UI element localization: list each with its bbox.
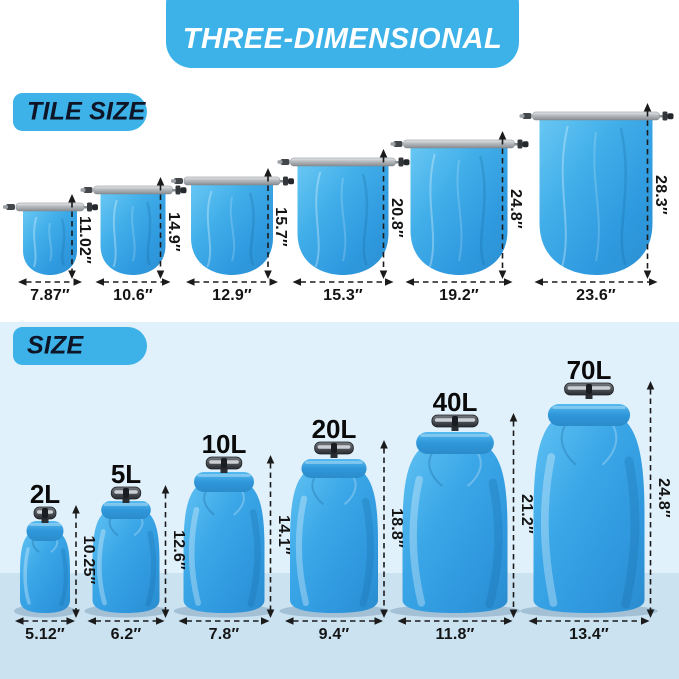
roll-strip xyxy=(403,139,515,149)
left-clip xyxy=(83,187,93,193)
right-buckle xyxy=(175,185,181,195)
flat-bag-6-width-label: 23.6″ xyxy=(576,287,616,304)
right-buckle xyxy=(517,139,523,149)
right-buckle xyxy=(283,176,288,186)
flat-bag-2-height-label: 14.9″ xyxy=(164,211,182,252)
page-title: THREE-DIMENSIONAL xyxy=(182,23,503,55)
flat-bag-4-width-label: 15.3″ xyxy=(323,287,363,304)
flat-bag-5-height-label: 24.8″ xyxy=(506,188,524,229)
dry-bag-4-height-label: 18.8″ xyxy=(388,507,405,548)
dry-bag-5-volume-label: 40L xyxy=(432,387,478,417)
flat-bag-1-width-label: 7.87″ xyxy=(30,287,70,304)
dry-bag-6 xyxy=(520,381,658,625)
flat-bag-3-width-label: 12.9″ xyxy=(212,287,252,304)
dry-bag-5 xyxy=(389,413,521,625)
flat-bag-5-width-label: 19.2″ xyxy=(439,287,479,304)
dry-bag-6-volume-label: 70L xyxy=(566,355,612,385)
dry-bag-2 xyxy=(84,485,170,625)
tile-size-section-label: TILE SIZE xyxy=(13,93,147,131)
dry-bag-3-width-label: 7.8″ xyxy=(208,626,240,643)
left-clip xyxy=(522,113,532,119)
rolled-top xyxy=(194,472,254,492)
roll-strip xyxy=(532,111,660,121)
left-clip xyxy=(174,178,183,184)
size-section-label: SIZE xyxy=(13,327,147,365)
tile-size-label-text: TILE SIZE xyxy=(27,97,146,126)
dry-bag-5-width-label: 11.8″ xyxy=(435,626,475,643)
rolled-top xyxy=(101,501,151,519)
dry-bag-1-width-label: 5.12″ xyxy=(25,626,65,643)
dry-bag-1-volume-label: 2L xyxy=(29,479,61,509)
dry-bag-2-volume-label: 5L xyxy=(110,459,142,489)
flat-bag-5 xyxy=(390,131,529,286)
dry-bag-1 xyxy=(14,505,80,625)
right-buckle xyxy=(662,111,668,121)
flat-bag-6 xyxy=(519,103,674,286)
flat-bag-1 xyxy=(3,194,98,286)
rolled-top xyxy=(26,521,64,541)
dry-bag-4 xyxy=(279,440,389,625)
rolled-top xyxy=(416,432,494,454)
dry-bag-2-height-label: 12.6″ xyxy=(169,530,187,570)
flat-bag-4 xyxy=(277,149,410,286)
flat-bag-2 xyxy=(80,177,187,286)
flat-bag-3 xyxy=(171,168,294,286)
left-clip xyxy=(6,204,15,210)
dry-bag-5-height-label: 21.2″ xyxy=(517,494,535,534)
dry-bag-3-volume-label: 10L xyxy=(201,429,247,459)
dry-bag-4-volume-label: 20L xyxy=(311,414,357,444)
roll-strip xyxy=(183,176,281,186)
title-banner: THREE-DIMENSIONAL xyxy=(166,0,519,68)
dry-bag-3-height-label: 14.1″ xyxy=(274,515,292,555)
dry-bag-6-height-label: 24.8″ xyxy=(654,478,672,518)
dry-bag-2-width-label: 6.2″ xyxy=(110,626,142,643)
rolled-top xyxy=(547,404,631,426)
flat-bag-3-height-label: 15.7″ xyxy=(272,207,289,247)
rolled-top xyxy=(301,459,367,478)
dry-bag-3 xyxy=(173,455,275,625)
flat-bag-1-height-label: 11.02″ xyxy=(76,215,93,265)
flat-bag-4-height-label: 20.8″ xyxy=(387,197,405,238)
dry-bag-4-width-label: 9.4″ xyxy=(318,626,350,643)
roll-strip xyxy=(290,157,396,167)
left-clip xyxy=(393,141,403,147)
dry-bag-6-width-label: 13.4″ xyxy=(569,626,609,643)
right-buckle xyxy=(87,202,92,212)
dry-bag-1-height-label: 10.25″ xyxy=(80,535,97,585)
size-label-text: SIZE xyxy=(27,331,84,360)
flat-bag-2-width-label: 10.6″ xyxy=(113,287,153,304)
flat-bag-6-height-label: 28.3″ xyxy=(651,174,669,215)
left-clip xyxy=(280,159,290,165)
right-buckle xyxy=(398,157,404,167)
roll-strip xyxy=(15,202,85,212)
